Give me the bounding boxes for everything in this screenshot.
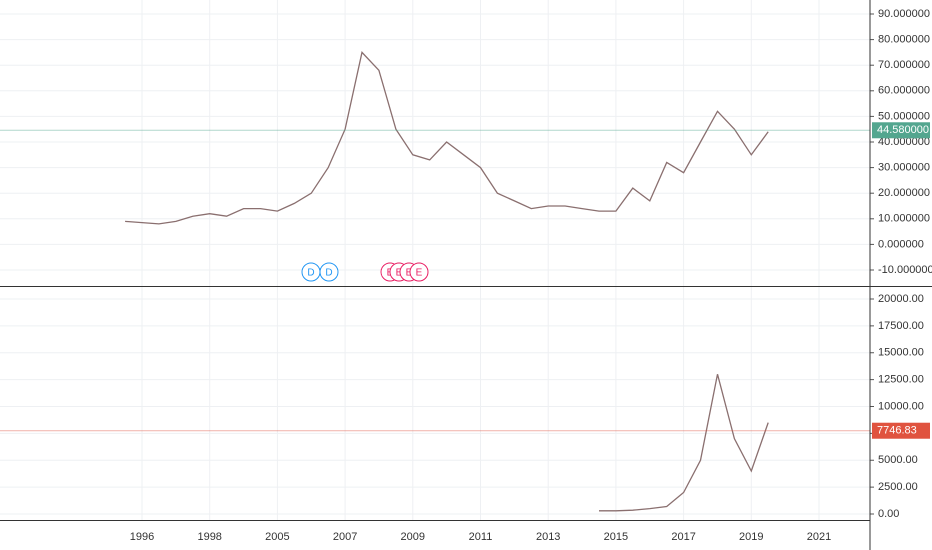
event-label: D: [325, 268, 332, 279]
x-tick-label: 2013: [536, 531, 560, 543]
x-tick-label: 2017: [671, 531, 695, 543]
y-tick-label: 12500.00: [878, 374, 924, 386]
y-tick-label: 0.000000: [878, 238, 924, 250]
y-tick-label: 50.000000: [878, 110, 930, 122]
price-line: [599, 374, 769, 512]
event-label: D: [307, 268, 314, 279]
event-marker: [409, 262, 429, 282]
y-tick-label: 17500.00: [878, 320, 924, 332]
y-tick-label: 20.000000: [878, 187, 930, 199]
last-price-badge: [872, 122, 930, 139]
y-tick-label: 20000.00: [878, 293, 924, 305]
x-tick-label: 2015: [604, 531, 628, 543]
y-tick-label: 10.000000: [878, 213, 930, 225]
price-line: [125, 51, 769, 225]
y-tick-label: 2500.00: [878, 481, 918, 493]
last-price-label: 7746.83: [877, 425, 917, 437]
x-tick-label: 2021: [807, 531, 831, 543]
y-tick-label: 30.000000: [878, 162, 930, 174]
y-tick-label: 40.000000: [878, 136, 930, 148]
y-tick-label: 70.000000: [878, 59, 930, 71]
y-tick-label: 5000.00: [878, 454, 918, 466]
event-label: E: [406, 268, 413, 279]
y-tick-label: 60.000000: [878, 85, 930, 97]
y-tick-label: 10000.00: [878, 400, 924, 412]
event-marker: [319, 262, 339, 282]
y-tick-label: 15000.00: [878, 347, 924, 359]
y-tick-label: -10.000000: [878, 264, 932, 276]
event-label: E: [416, 268, 423, 279]
last-price-badge: [872, 422, 930, 439]
x-tick-label: 2019: [739, 531, 763, 543]
last-price-label: 44.580000: [877, 124, 929, 136]
y-tick-label: 80.000000: [878, 34, 930, 46]
x-tick-label: 1998: [197, 531, 221, 543]
x-tick-label: 2007: [333, 531, 357, 543]
y-tick-label: 0.00: [878, 508, 899, 520]
x-tick-label: 2005: [265, 531, 289, 543]
x-tick-label: 2011: [469, 531, 493, 543]
event-label: E: [396, 268, 403, 279]
y-tick-label: 90.000000: [878, 8, 930, 20]
x-tick-label: 1996: [130, 531, 154, 543]
x-tick-label: 2009: [401, 531, 425, 543]
